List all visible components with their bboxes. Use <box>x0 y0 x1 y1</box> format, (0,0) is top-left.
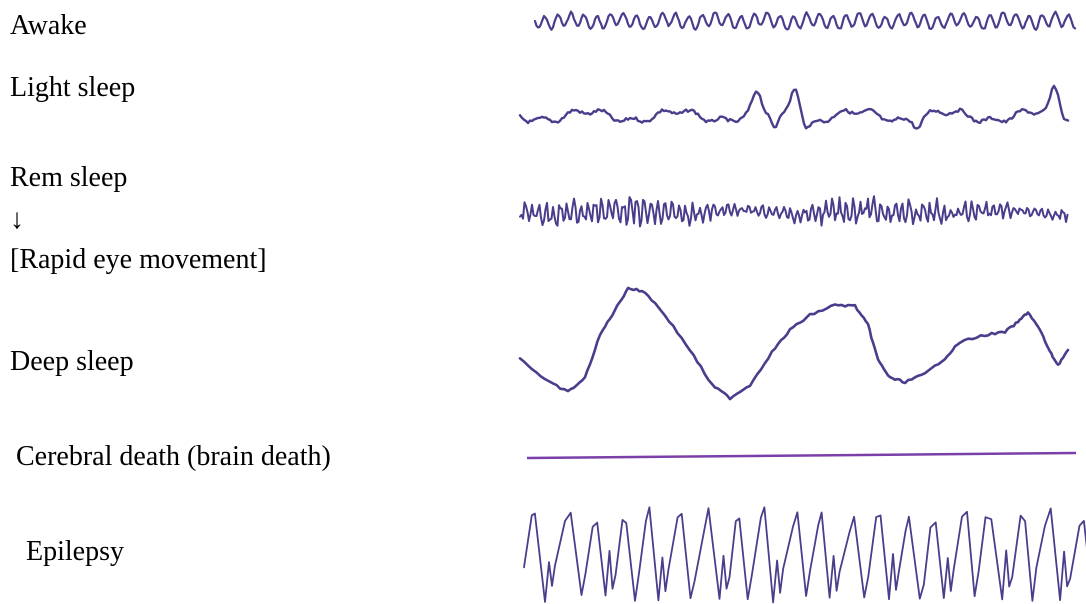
label-rem-arrow: ↓ <box>10 204 24 235</box>
cerebral-death-flatline <box>526 451 1077 460</box>
label-epilepsy: Epilepsy <box>26 536 124 567</box>
label-rem-detail: [Rapid eye movement] <box>10 244 267 275</box>
label-deep-sleep: Deep sleep <box>10 346 134 377</box>
label-cerebral-death: Cerebral death (brain death) <box>16 441 331 472</box>
label-rem-sleep: Rem sleep <box>10 162 128 193</box>
label-light-sleep: Light sleep <box>10 72 136 103</box>
deep-sleep-waveform <box>518 286 1070 401</box>
epilepsy-waveform <box>523 506 1086 604</box>
label-awake: Awake <box>10 10 87 41</box>
light-sleep-waveform <box>518 84 1070 130</box>
awake-waveform <box>533 10 1077 31</box>
rem-sleep-waveform <box>519 195 1069 228</box>
